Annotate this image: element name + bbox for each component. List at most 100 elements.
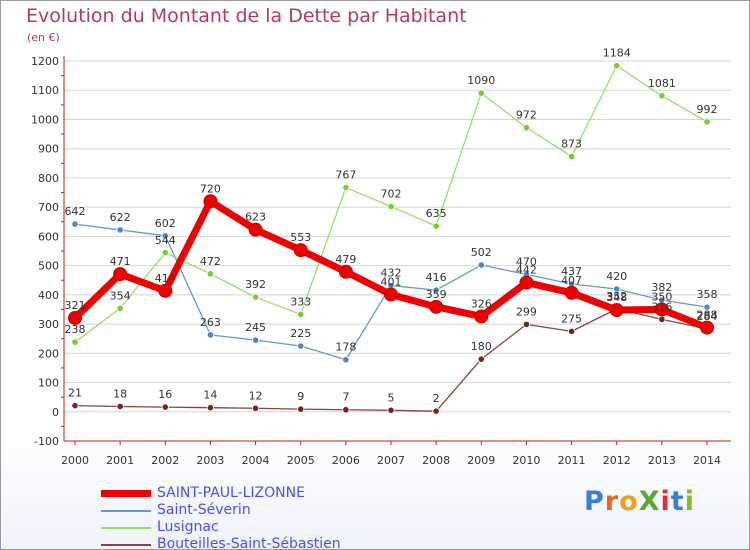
data-point bbox=[297, 310, 305, 319]
data-label: 1081 bbox=[648, 77, 676, 90]
data-label: 225 bbox=[290, 327, 311, 340]
legend-label: Lusignac bbox=[157, 519, 219, 535]
data-point bbox=[384, 287, 398, 302]
data-label: 348 bbox=[606, 291, 627, 304]
logo-letter: i bbox=[684, 486, 695, 517]
data-label: 623 bbox=[245, 211, 266, 224]
legend-swatch bbox=[101, 490, 151, 497]
data-point bbox=[522, 320, 531, 328]
data-point bbox=[477, 89, 485, 97]
logo-letter: i bbox=[660, 486, 671, 517]
data-label: 767 bbox=[335, 169, 356, 182]
data-label: 352 bbox=[606, 290, 627, 303]
data-label: 245 bbox=[245, 321, 266, 334]
data-point bbox=[567, 152, 576, 161]
data-point bbox=[251, 293, 260, 301]
data-point bbox=[609, 303, 624, 318]
data-label: 284 bbox=[697, 310, 718, 323]
x-tick-label: 2008 bbox=[422, 454, 450, 467]
data-label: 180 bbox=[471, 340, 492, 353]
x-tick-label: 2013 bbox=[648, 454, 676, 467]
data-point bbox=[477, 355, 485, 363]
data-label: 382 bbox=[651, 281, 672, 294]
y-tick-label: 800 bbox=[38, 172, 59, 185]
x-tick-label: 2004 bbox=[242, 454, 270, 467]
data-label: 1090 bbox=[467, 74, 495, 87]
logo-letter: X bbox=[638, 486, 661, 517]
data-label: 401 bbox=[381, 276, 402, 289]
data-label: 288 bbox=[697, 309, 718, 322]
data-label: 2 bbox=[433, 392, 440, 405]
data-label: 420 bbox=[606, 270, 627, 283]
x-tick-label: 2000 bbox=[61, 454, 89, 467]
y-tick-label: 0 bbox=[52, 406, 59, 419]
legend-swatch bbox=[101, 527, 151, 529]
data-label: 326 bbox=[471, 297, 492, 310]
data-point bbox=[251, 336, 260, 344]
data-point bbox=[522, 124, 531, 132]
y-tick-label: 900 bbox=[38, 143, 59, 156]
data-label: 392 bbox=[245, 278, 266, 291]
data-point bbox=[432, 407, 440, 415]
data-label: 333 bbox=[290, 295, 311, 308]
data-label: 275 bbox=[561, 312, 582, 325]
data-point bbox=[432, 222, 440, 230]
data-label: 21 bbox=[68, 387, 82, 400]
data-point bbox=[387, 406, 395, 414]
data-point bbox=[703, 303, 711, 311]
y-tick-label: 500 bbox=[38, 260, 59, 273]
data-label: 992 bbox=[697, 103, 718, 116]
proxiti-logo: ProXiti bbox=[584, 486, 695, 517]
data-label: 407 bbox=[561, 274, 582, 287]
data-point bbox=[251, 404, 260, 412]
data-label: 358 bbox=[697, 288, 718, 301]
data-point bbox=[564, 285, 579, 300]
data-point bbox=[567, 327, 576, 335]
data-point bbox=[658, 315, 666, 323]
data-label: 9 bbox=[297, 390, 304, 403]
data-label: 502 bbox=[471, 246, 492, 259]
data-point bbox=[519, 275, 534, 290]
data-label: 263 bbox=[200, 316, 221, 329]
x-tick-label: 2009 bbox=[467, 454, 495, 467]
data-point bbox=[474, 309, 489, 324]
data-point bbox=[71, 338, 79, 346]
data-label: 544 bbox=[155, 234, 176, 247]
data-label: 602 bbox=[155, 217, 176, 230]
data-label: 479 bbox=[335, 253, 356, 266]
data-point bbox=[342, 183, 350, 192]
data-point bbox=[161, 232, 169, 240]
data-label: 472 bbox=[200, 255, 221, 268]
data-point bbox=[613, 62, 621, 70]
data-point bbox=[429, 299, 444, 314]
data-label: 16 bbox=[158, 388, 172, 401]
chart-title: Evolution du Montant de la Dette par Hab… bbox=[26, 5, 467, 27]
data-point bbox=[161, 403, 169, 411]
y-tick-label: 100 bbox=[38, 377, 59, 390]
data-label: 470 bbox=[516, 255, 537, 268]
data-label: 299 bbox=[516, 305, 537, 318]
data-point bbox=[703, 118, 711, 126]
data-point bbox=[293, 243, 308, 258]
y-tick-label: 300 bbox=[38, 318, 59, 331]
data-point bbox=[613, 285, 621, 293]
data-point bbox=[297, 342, 305, 350]
data-label: 972 bbox=[516, 109, 537, 122]
data-point bbox=[71, 220, 79, 228]
data-point bbox=[338, 264, 353, 279]
data-point bbox=[477, 261, 485, 269]
y-tick-label: 1000 bbox=[31, 113, 59, 126]
chart-subtitle: (en €) bbox=[27, 31, 60, 44]
data-label: 442 bbox=[516, 264, 537, 277]
x-tick-label: 2014 bbox=[693, 454, 721, 467]
data-label: 14 bbox=[203, 389, 217, 402]
y-tick-label: 400 bbox=[38, 289, 59, 302]
data-point bbox=[206, 270, 215, 278]
data-label: 416 bbox=[426, 271, 447, 284]
x-tick-label: 2003 bbox=[196, 454, 224, 467]
x-tick-label: 2005 bbox=[287, 454, 315, 467]
y-tick-label: 600 bbox=[38, 230, 59, 243]
data-point bbox=[248, 222, 263, 237]
